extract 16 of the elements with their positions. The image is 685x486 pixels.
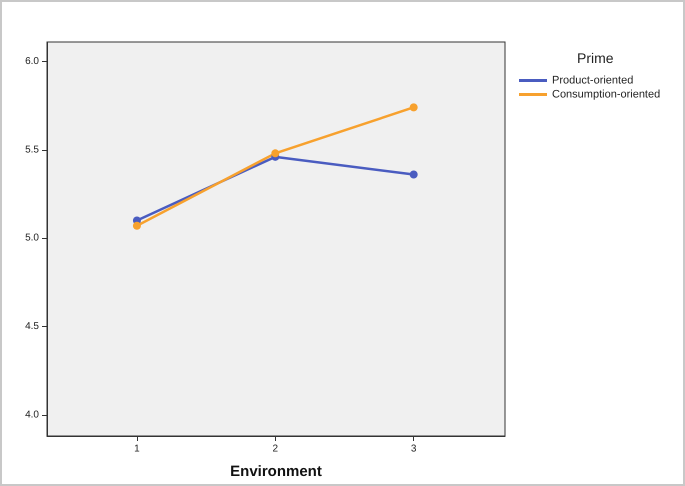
x-tick-label: 1: [134, 444, 140, 454]
legend-label: Consumption-oriented: [552, 88, 660, 100]
y-tick-label: 5.5: [25, 144, 40, 156]
x-tick-label: 3: [410, 444, 417, 454]
legend-title: Prime: [577, 50, 614, 66]
y-tick-label: 5.0: [25, 232, 40, 244]
x-tick-label: 2: [272, 444, 279, 454]
legend-label: Product-oriented: [552, 74, 634, 86]
y-tick-label: 4.0: [25, 409, 40, 420]
point: [271, 149, 280, 158]
y-tick-label: 6.0: [25, 56, 40, 67]
point: [132, 222, 141, 230]
point: [410, 170, 418, 179]
x-axis-title: Environment: [230, 463, 322, 480]
point: [410, 103, 418, 112]
y-tick-label: 4.5: [25, 320, 40, 332]
